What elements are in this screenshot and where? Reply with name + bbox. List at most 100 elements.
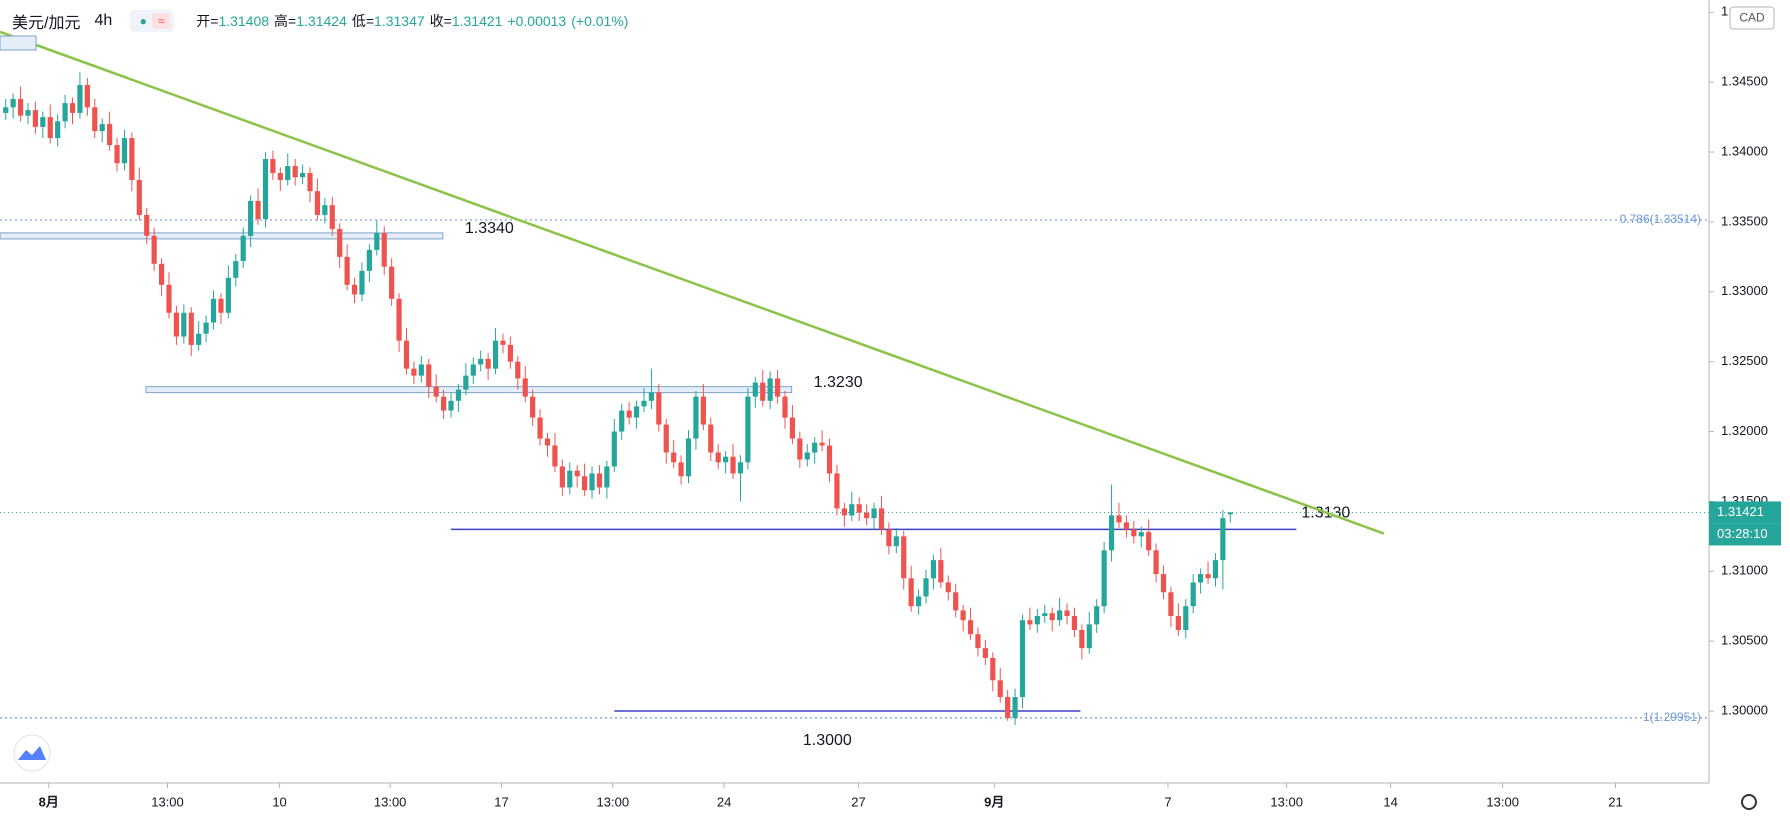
candle-body — [478, 358, 484, 365]
price-axis — [1709, 0, 1790, 820]
candle-body — [1071, 616, 1078, 630]
candle-body — [188, 312, 194, 345]
candle-body — [262, 159, 269, 220]
candle-body — [196, 333, 202, 345]
level-label: 1.3230 — [814, 374, 863, 391]
candle-body — [92, 107, 98, 132]
candle-body — [864, 512, 870, 519]
legend-item: 收=1.31421 — [430, 13, 503, 29]
y-tick-label: 1.34500 — [1721, 74, 1768, 89]
candle-body — [507, 344, 513, 362]
candle-body — [1108, 515, 1115, 551]
currency: CAD — [1739, 11, 1765, 25]
candle-body — [633, 406, 640, 418]
candle-body — [166, 284, 172, 313]
candle-body — [218, 298, 224, 313]
candle-body — [389, 266, 395, 299]
settings-icon[interactable] — [1741, 794, 1757, 810]
candle-body — [582, 476, 588, 491]
candle-body — [893, 536, 899, 547]
candle-body — [210, 298, 217, 323]
x-tick-label: 13:00 — [597, 794, 630, 809]
candle-body — [448, 400, 454, 411]
y-tick-label: 1.33000 — [1721, 283, 1768, 298]
change-pct: (+0.01%) — [571, 13, 629, 29]
candle-body — [886, 529, 892, 547]
candle-body — [596, 473, 603, 488]
symbol: 美元/加元 — [12, 15, 81, 32]
legend-item: 开=1.31408 — [196, 13, 269, 29]
x-tick-label: 13:00 — [1486, 794, 1519, 809]
candle-body — [1101, 550, 1107, 607]
candle-body — [270, 159, 276, 174]
candle-body — [1153, 550, 1159, 575]
candle-body — [530, 396, 536, 418]
legend-label: 开= — [196, 13, 219, 29]
candle-body — [136, 179, 142, 215]
candle-body — [1168, 592, 1174, 617]
x-tick-label: 24 — [717, 794, 731, 809]
candle-body — [121, 138, 128, 164]
candle-body — [233, 261, 239, 278]
candle-body — [32, 110, 38, 127]
ohlc-legend: 开=1.31408 高=1.31424 低=1.31347 收=1.31421 — [196, 11, 507, 31]
candle-body — [923, 578, 929, 597]
candle-body — [930, 560, 937, 579]
candle-body — [17, 98, 24, 116]
candle-body — [77, 84, 83, 113]
candle-body — [1019, 620, 1026, 698]
legend-label: 低= — [351, 13, 375, 29]
candle-body — [797, 438, 803, 460]
candle-body — [173, 312, 180, 337]
legend-value: 1.31421 — [451, 13, 503, 29]
candle-body — [522, 378, 528, 397]
fib-label: 1(1.29951) — [1643, 710, 1701, 724]
candle-body — [856, 504, 862, 513]
header: 美元/加元 4h ● ≈ 开=1.31408 高=1.31424 低=1.31347 收… — [12, 9, 633, 33]
candle-body — [396, 298, 402, 341]
candle-body — [774, 378, 781, 397]
candle-body — [248, 200, 254, 236]
legend-value: 1.31347 — [374, 13, 425, 29]
candle-body — [552, 445, 558, 467]
candle-body — [730, 456, 736, 474]
candle-body — [255, 200, 261, 220]
level-label: 1.3340 — [465, 220, 514, 237]
level-box — [0, 232, 444, 240]
toggles[interactable]: ● ≈ — [130, 10, 175, 32]
x-tick-label: 14 — [1383, 794, 1397, 809]
candle-body — [351, 284, 358, 295]
countdown-tag — [1709, 523, 1781, 546]
candle-body — [151, 235, 157, 264]
candle-body — [841, 508, 847, 516]
candle-body — [62, 103, 68, 122]
candle-body — [967, 620, 974, 635]
candle-body — [69, 103, 76, 113]
x-tick-label: 17 — [494, 794, 508, 809]
candle-body — [1049, 613, 1055, 621]
time-axis — [0, 783, 1790, 820]
candle-body — [693, 396, 699, 439]
candle-body — [656, 392, 662, 425]
candle-body — [285, 166, 291, 180]
price-tag-label: 1.31421 — [1717, 504, 1764, 519]
candle-body — [455, 389, 462, 401]
candle-body — [1116, 515, 1122, 523]
candle-body — [359, 270, 365, 295]
price-tag — [1709, 501, 1781, 524]
candle-body — [997, 680, 1003, 698]
candle-body — [322, 205, 328, 215]
candle-body — [819, 442, 825, 446]
candle-body — [426, 364, 432, 387]
candle-body — [559, 466, 565, 488]
logo[interactable] — [13, 734, 51, 772]
candle-body — [1042, 613, 1048, 617]
candle-body — [84, 84, 90, 108]
x-tick-label: 27 — [851, 794, 865, 809]
y-tick-label: 1.30500 — [1721, 633, 1768, 648]
currency-box — [1729, 6, 1775, 30]
candle-body — [1212, 560, 1219, 579]
candle-body — [418, 364, 424, 376]
candle-body — [1190, 582, 1196, 607]
